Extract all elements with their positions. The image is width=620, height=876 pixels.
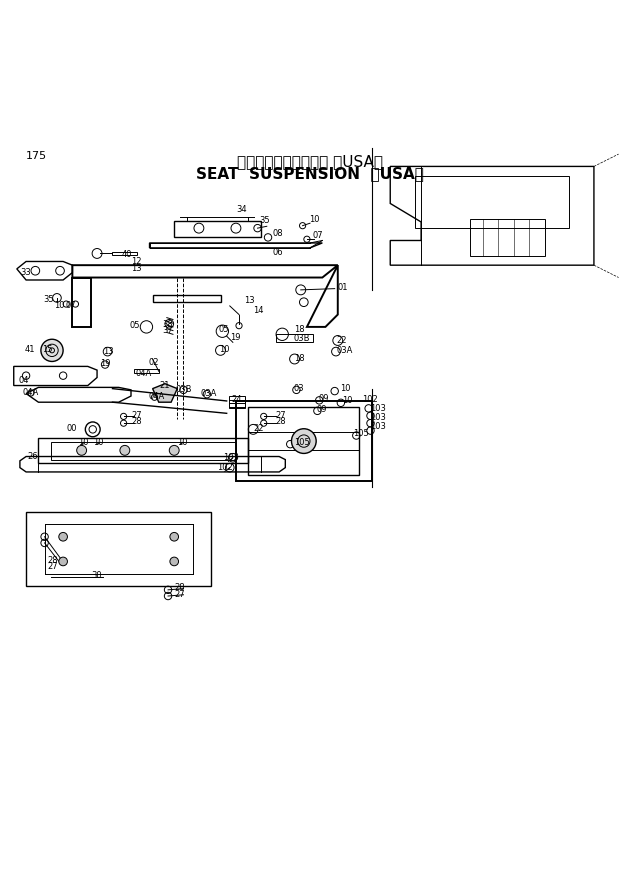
Text: 103: 103: [224, 453, 239, 463]
Text: 05: 05: [130, 321, 140, 330]
Text: 10: 10: [342, 397, 353, 406]
Text: 103: 103: [371, 404, 386, 413]
Text: 27: 27: [174, 590, 185, 598]
Circle shape: [59, 557, 68, 566]
Text: 03A: 03A: [337, 347, 353, 356]
Circle shape: [77, 445, 87, 456]
Text: 10: 10: [93, 438, 104, 448]
Text: 103: 103: [371, 413, 386, 422]
Text: 18: 18: [294, 325, 304, 334]
Text: 103: 103: [371, 422, 386, 431]
Circle shape: [59, 533, 68, 541]
Bar: [38, 438, 248, 463]
Text: 41: 41: [25, 344, 35, 354]
Text: 19: 19: [230, 333, 241, 342]
Text: 03B: 03B: [175, 385, 192, 393]
Circle shape: [169, 445, 179, 456]
Text: 04: 04: [19, 376, 29, 385]
Text: 102: 102: [218, 463, 233, 472]
Text: 10: 10: [309, 215, 319, 224]
Text: 13: 13: [131, 265, 141, 273]
Text: 27: 27: [131, 411, 141, 420]
Circle shape: [291, 428, 316, 454]
Circle shape: [41, 339, 63, 362]
Text: 04A: 04A: [148, 392, 164, 400]
Text: SEAT  SUSPENSION  （USA）: SEAT SUSPENSION （USA）: [196, 166, 424, 181]
Text: シートサスペンション （USA）: シートサスペンション （USA）: [237, 154, 383, 169]
Text: 27: 27: [275, 411, 286, 420]
Text: 14: 14: [253, 307, 264, 315]
Text: 34: 34: [236, 205, 247, 214]
Circle shape: [170, 533, 179, 541]
Text: 38: 38: [162, 320, 172, 328]
Text: 03A: 03A: [200, 389, 216, 398]
Circle shape: [170, 557, 179, 566]
Text: 22: 22: [337, 336, 347, 345]
Text: 19: 19: [100, 359, 110, 369]
Polygon shape: [153, 384, 177, 402]
Text: 10: 10: [55, 301, 65, 310]
Text: 28: 28: [47, 555, 58, 565]
Text: 06: 06: [273, 248, 283, 258]
Text: 40: 40: [122, 250, 132, 258]
Text: 02: 02: [148, 358, 159, 367]
Text: 37: 37: [162, 326, 172, 336]
Bar: [51, 442, 236, 460]
Text: 13: 13: [244, 296, 255, 306]
Text: 03: 03: [294, 384, 304, 393]
Text: 102: 102: [362, 395, 378, 404]
Text: 21: 21: [159, 381, 170, 390]
Text: 18: 18: [294, 355, 304, 364]
Text: 09: 09: [316, 405, 327, 414]
Text: 22: 22: [253, 424, 264, 434]
Text: 04A: 04A: [136, 370, 152, 378]
Text: 35: 35: [259, 216, 270, 225]
Text: 27: 27: [47, 562, 58, 571]
Text: 33: 33: [20, 268, 30, 277]
Text: 01: 01: [338, 283, 348, 292]
Text: 07: 07: [66, 301, 76, 310]
Text: 13: 13: [104, 347, 114, 356]
Text: 07: 07: [312, 231, 323, 240]
Text: 26: 26: [27, 452, 38, 461]
Text: 10: 10: [177, 438, 187, 448]
Text: 15: 15: [42, 344, 53, 354]
Text: 12: 12: [131, 257, 141, 266]
Text: 00: 00: [66, 424, 77, 434]
Text: 08: 08: [273, 229, 283, 237]
Text: 105: 105: [353, 428, 369, 438]
Text: 28: 28: [131, 417, 141, 426]
Text: 28: 28: [174, 583, 185, 592]
Text: 24: 24: [231, 395, 242, 404]
Circle shape: [120, 445, 130, 456]
Text: 09: 09: [319, 394, 329, 403]
Text: 10: 10: [340, 384, 350, 392]
Text: 03B: 03B: [294, 334, 311, 343]
Text: 28: 28: [275, 417, 286, 426]
Text: 10: 10: [219, 345, 229, 354]
Text: 10: 10: [79, 438, 89, 448]
Text: 05: 05: [219, 325, 229, 334]
Bar: [415, 176, 569, 228]
Bar: [471, 219, 544, 256]
Text: 30: 30: [91, 571, 102, 580]
Text: 175: 175: [26, 151, 47, 161]
Text: 35: 35: [43, 295, 54, 304]
Text: 04A: 04A: [22, 388, 38, 398]
Text: 105: 105: [294, 438, 310, 447]
